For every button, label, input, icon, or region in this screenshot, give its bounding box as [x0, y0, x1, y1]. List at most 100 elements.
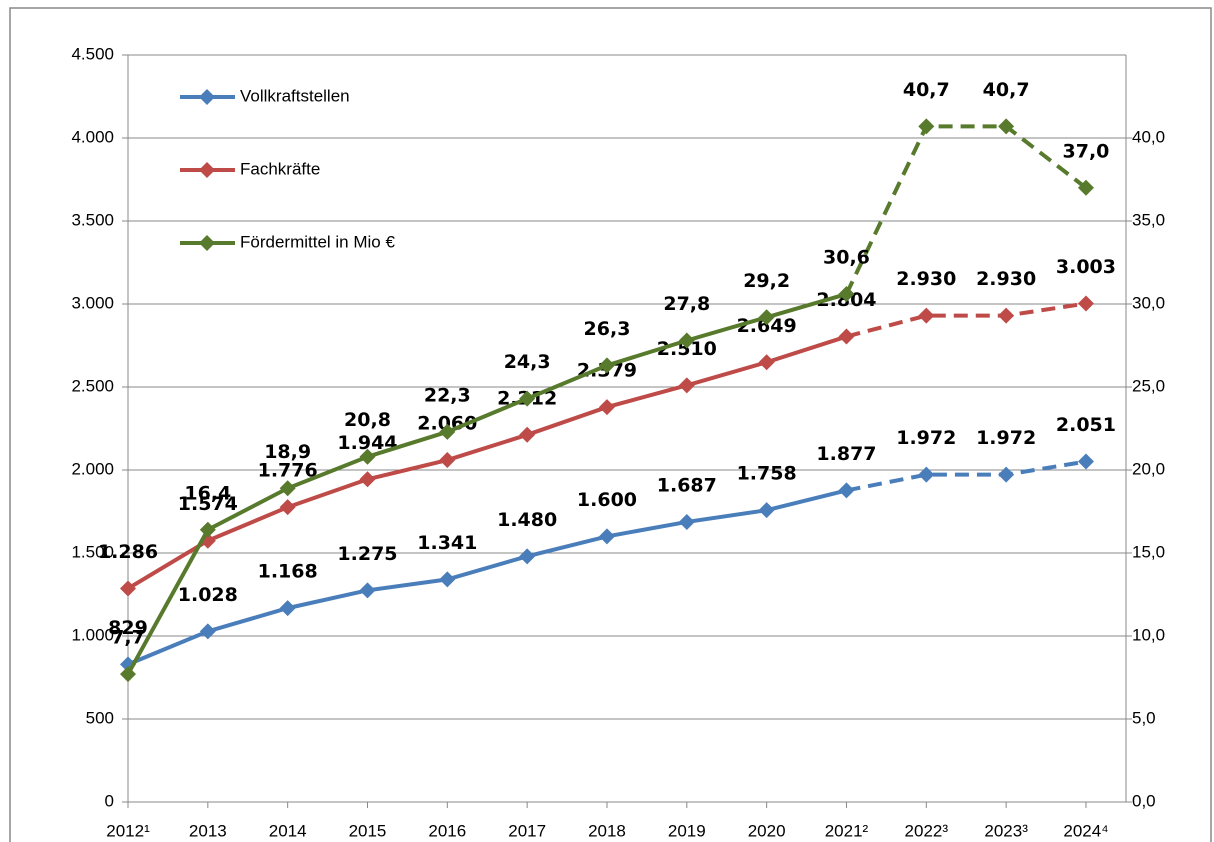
data-label: 29,2 [743, 270, 790, 292]
data-label: 20,8 [344, 409, 391, 431]
data-label: 18,9 [264, 441, 311, 463]
x-tick-label: 2015 [349, 821, 387, 840]
data-label: 1.574 [178, 493, 238, 515]
y-tick-label: 3.000 [71, 293, 114, 312]
marker [598, 399, 615, 416]
marker [359, 582, 376, 599]
x-tick-label: 2012¹ [106, 821, 150, 840]
x-tick-label: 2024⁴ [1063, 821, 1108, 840]
x-tick-label: 2019 [668, 821, 706, 840]
marker [439, 571, 456, 588]
x-tick-label: 2023³ [984, 821, 1028, 840]
x-tick-label: 2020 [748, 821, 786, 840]
marker [598, 357, 615, 374]
marker [279, 480, 296, 497]
line [127, 488, 847, 667]
y2-tick-label: 20,0 [1132, 459, 1165, 478]
marker [838, 482, 855, 499]
marker [1077, 295, 1094, 312]
data-label: 1.168 [258, 561, 318, 583]
y2-tick-label: 35,0 [1132, 210, 1165, 229]
marker [838, 286, 855, 303]
data-label: 1.877 [816, 443, 876, 465]
y2-tick-label: 25,0 [1132, 376, 1165, 395]
data-label: 30,6 [823, 247, 870, 269]
marker [758, 309, 775, 326]
marker [758, 502, 775, 519]
marker [678, 513, 695, 530]
chart-frame [9, 7, 1212, 842]
marker [1077, 179, 1094, 196]
x-tick-label: 2013 [189, 821, 227, 840]
marker [199, 623, 216, 640]
line-dashed [844, 124, 1088, 295]
y2-tick-label: 30,0 [1132, 293, 1165, 312]
line-dashed [845, 301, 1087, 339]
y2-tick-label: 5,0 [1132, 708, 1156, 727]
marker [439, 423, 456, 440]
y-tick-label: 0 [105, 791, 114, 810]
marker [918, 466, 935, 483]
data-label: 1.600 [577, 489, 637, 511]
legend-label: Vollkraftstellen [240, 86, 350, 105]
marker [998, 466, 1015, 483]
data-label: 22,3 [424, 384, 471, 406]
y2-tick-label: 15,0 [1132, 542, 1165, 561]
y-tick-label: 1.000 [71, 625, 114, 644]
legend-marker [199, 235, 215, 251]
data-label: 40,7 [903, 79, 950, 101]
data-label: 1.776 [258, 460, 318, 482]
marker [838, 328, 855, 345]
data-label: 37,0 [1063, 140, 1110, 162]
y-tick-label: 1.500 [71, 542, 114, 561]
marker [359, 448, 376, 465]
marker [519, 548, 536, 565]
data-label: 829 [108, 617, 148, 639]
data-label: 3.003 [1056, 256, 1116, 278]
legend-label: Fachkräfte [240, 159, 320, 178]
data-label: 1.944 [337, 432, 397, 454]
data-label: 1.972 [976, 427, 1036, 449]
line [126, 292, 848, 676]
y-tick-label: 500 [86, 708, 114, 727]
marker [279, 499, 296, 516]
data-label: 1.275 [337, 543, 397, 565]
marker [998, 118, 1015, 135]
data-label: 7,7 [111, 627, 145, 649]
marker [359, 471, 376, 488]
marker [199, 521, 216, 538]
line-dashed [846, 459, 1087, 493]
marker [998, 307, 1015, 324]
y-tick-label: 2.500 [71, 376, 114, 395]
marker [439, 452, 456, 469]
marker [678, 377, 695, 394]
data-label: 2.930 [976, 268, 1036, 290]
x-tick-label: 2016 [428, 821, 466, 840]
x-tick-label: 2021² [825, 821, 869, 840]
marker [918, 118, 935, 135]
y2-tick-label: 40,0 [1132, 127, 1165, 146]
data-label: 1.286 [98, 541, 158, 563]
data-label: 16,4 [184, 482, 231, 504]
data-label: 1.758 [737, 463, 797, 485]
x-tick-label: 2017 [508, 821, 546, 840]
data-label: 1.028 [178, 584, 238, 606]
data-label: 2.051 [1056, 414, 1116, 436]
data-label: 1.480 [497, 509, 557, 531]
y-tick-label: 2.000 [71, 459, 114, 478]
legend-marker [199, 162, 215, 178]
x-tick-label: 2022³ [905, 821, 949, 840]
marker [1077, 453, 1094, 470]
marker [120, 666, 136, 683]
data-label: 27,8 [663, 293, 710, 315]
marker [519, 426, 536, 443]
x-tick-label: 2014 [269, 821, 307, 840]
data-label: 1.972 [896, 427, 956, 449]
y-tick-label: 4.500 [71, 44, 114, 63]
data-label: 1.687 [657, 474, 717, 496]
marker [918, 307, 935, 324]
data-label: 26,3 [584, 318, 631, 340]
data-label: 1.341 [417, 532, 477, 554]
marker [758, 354, 775, 371]
